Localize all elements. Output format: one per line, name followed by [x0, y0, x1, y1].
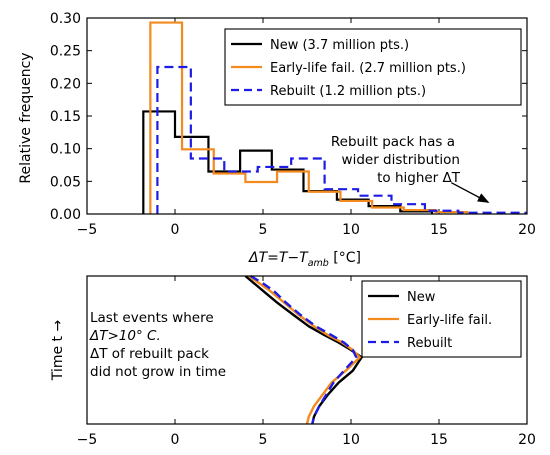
- legend-label-new: New (3.7 million pts.): [270, 38, 409, 53]
- trace-line-early-life-fail: [248, 275, 361, 425]
- y-tick-label: 0.20: [50, 76, 81, 92]
- top-y-axis-label: Relative frequency: [18, 52, 34, 183]
- top-x-axis-label: ΔT=T−Tamb [°C]: [248, 250, 361, 269]
- histogram-chart: −5 0 5 10 15 20 0.00 0.05 0.10 0.15 0.20 0.25 0.30 N…: [18, 11, 536, 269]
- annotation-line-3: to higher ΔT: [377, 170, 461, 186]
- annotation-arrow: [451, 182, 490, 203]
- annotation-line-2: wider distribution: [342, 152, 460, 168]
- bottom-legend: New Early-life fail. Rebuilt: [361, 280, 522, 358]
- x-tick-label: −5: [77, 432, 98, 448]
- histogram-step-rebuilt: [156, 65, 527, 214]
- top-plot-frame: [86, 17, 528, 215]
- trace-line-rebuilt: [250, 274, 358, 425]
- top-legend-box: [224, 28, 522, 106]
- bottom-annotation-line-3: ΔT of rebuilt pack: [90, 346, 209, 362]
- legend-label-rebuilt: Rebuilt (1.2 million pts.): [270, 84, 426, 99]
- bottom-annotation-line-4: did not grow in time: [90, 364, 226, 380]
- x-tick-label: 10: [342, 222, 360, 238]
- trace-line-new: [244, 275, 363, 425]
- y-tick-label: 0.15: [50, 109, 81, 125]
- legend-label-early-life: Early-life fail.: [407, 313, 492, 328]
- x-tick-label: 15: [430, 222, 448, 238]
- annotation-line-1: Rebuilt pack has a: [331, 134, 455, 150]
- y-tick-label: 0.30: [50, 11, 81, 27]
- y-tick-label: 0.05: [50, 174, 81, 190]
- bottom-plot-frame: [86, 275, 528, 425]
- top-annotation: Rebuilt pack has a wider distribution to…: [331, 134, 490, 203]
- x-tick-label: 0: [171, 222, 180, 238]
- bottom-annotation: Last events where ΔT>10° C. ΔT of rebuil…: [89, 310, 226, 380]
- bottom-annotation-line-1: Last events where: [90, 310, 214, 326]
- x-tick-label: 5: [259, 222, 268, 238]
- legend-label-new: New: [407, 290, 436, 305]
- x-tick-label: 10: [342, 432, 360, 448]
- histogram-series: [142, 21, 527, 214]
- time-trace-chart: −5 0 5 10 15 20 New Early-life fail. Rebuilt …: [50, 274, 536, 448]
- x-tick-label: −5: [77, 222, 98, 238]
- top-ticks: −5 0 5 10 15 20 0.00 0.05 0.10 0.15 0.20 0.25 0.30: [50, 11, 536, 238]
- legend-label-rebuilt: Rebuilt: [407, 336, 452, 351]
- x-tick-label: 20: [518, 222, 536, 238]
- x-tick-label: 20: [518, 432, 536, 448]
- x-tick-label: 5: [259, 432, 268, 448]
- top-legend: New (3.7 million pts.) Early-life fail. …: [224, 28, 522, 106]
- y-tick-label: 0.25: [50, 44, 81, 60]
- y-tick-label: 0.10: [50, 142, 81, 158]
- histogram-step-early-life-fail: [149, 21, 469, 214]
- x-tick-label: 15: [430, 432, 448, 448]
- time-trace-series: [244, 274, 363, 425]
- x-tick-label: 0: [171, 432, 180, 448]
- bottom-annotation-line-2: ΔT>10° C.: [89, 328, 161, 344]
- bottom-ticks: −5 0 5 10 15 20: [77, 276, 536, 448]
- legend-label-early-life: Early-life fail. (2.7 million pts.): [270, 61, 466, 76]
- y-tick-label: 0.00: [50, 207, 81, 223]
- histogram-step-new: [142, 110, 434, 214]
- bottom-y-axis-label: Time t →: [50, 320, 66, 382]
